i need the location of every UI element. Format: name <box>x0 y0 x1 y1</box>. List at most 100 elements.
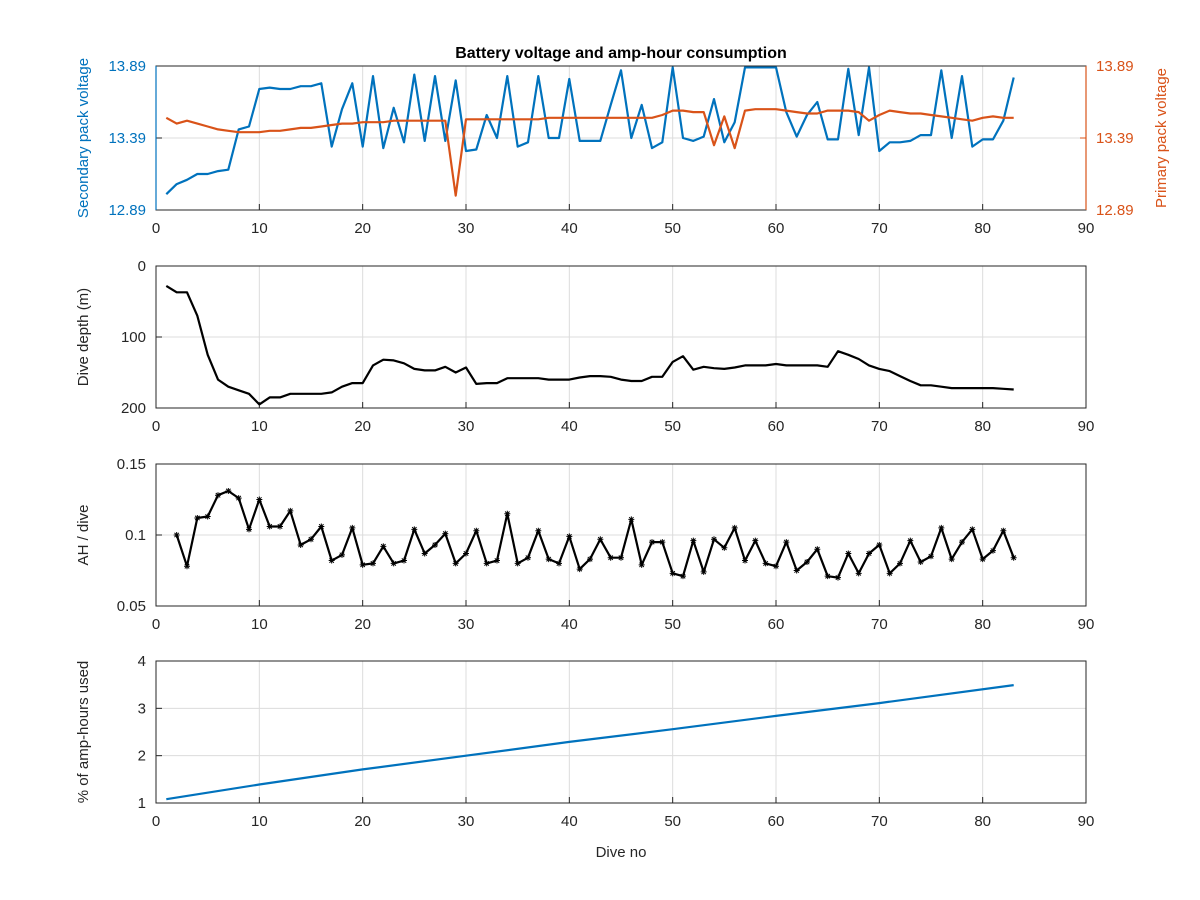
x-tick-label: 60 <box>768 418 785 435</box>
data-point-marker <box>917 558 924 565</box>
data-point-marker <box>587 556 593 563</box>
y-tick-label: 0 <box>138 258 146 275</box>
data-point-marker <box>545 556 552 563</box>
data-point-marker <box>266 523 273 530</box>
data-point-marker <box>804 558 810 565</box>
data-point-marker <box>990 547 996 554</box>
data-point-marker <box>494 557 500 564</box>
data-point-marker <box>463 550 469 557</box>
data-point-marker <box>204 513 211 520</box>
x-tick-label: 40 <box>561 220 578 237</box>
x-tick-label: 70 <box>871 418 888 435</box>
data-point-marker <box>370 560 376 567</box>
x-tick-label: 30 <box>458 616 475 633</box>
data-point-marker <box>535 527 542 534</box>
data-point-marker <box>194 514 201 521</box>
series-line-1 <box>165 66 1015 195</box>
data-point-marker <box>607 554 614 561</box>
x-tick-label: 20 <box>354 220 371 237</box>
data-point-marker <box>1010 554 1017 561</box>
data-point-marker <box>473 527 480 534</box>
subplot-1: 0 10 20 30 40 50 60 70 80 9012.8913.3913.8912.891… <box>75 58 1170 237</box>
data-point-marker <box>659 539 666 546</box>
data-point-marker <box>411 526 418 533</box>
subplot-3: 0 10 20 30 40 50 60 70 80 90 0.05 0.1 0.15 AH / dive <box>75 456 1094 633</box>
y-axis-label: % of amp-hours used <box>75 661 92 804</box>
y-right-tick-label: 13.89 <box>1096 58 1134 75</box>
data-point-marker <box>711 536 717 543</box>
y-axis-label: Dive depth (m) <box>75 288 92 386</box>
x-tick-label: 20 <box>354 616 371 633</box>
x-tick-label: 70 <box>871 813 888 830</box>
x-tick-label: 80 <box>974 418 991 435</box>
data-point-marker <box>783 539 790 546</box>
data-point-marker <box>928 553 934 560</box>
data-point-marker <box>215 492 221 499</box>
data-point-marker <box>680 573 686 580</box>
x-tick-label: 40 <box>561 418 578 435</box>
data-point-marker <box>897 560 903 567</box>
data-point-marker <box>845 550 852 557</box>
series-line-1 <box>165 284 1014 406</box>
data-point-marker <box>525 554 531 561</box>
y-tick-label: 4 <box>138 653 146 670</box>
x-tick-label: 50 <box>664 418 681 435</box>
x-tick-label: 80 <box>974 813 991 830</box>
x-tick-label: 70 <box>871 220 888 237</box>
data-point-marker <box>876 541 883 548</box>
data-point-marker <box>690 537 697 544</box>
data-point-marker <box>277 523 283 530</box>
data-point-marker <box>814 546 821 553</box>
x-tick-label: 10 <box>251 616 268 633</box>
data-point-marker <box>969 526 976 533</box>
data-point-marker <box>752 537 759 544</box>
y-right-tick-label: 13.39 <box>1096 130 1134 147</box>
x-tick-label: 90 <box>1078 220 1095 237</box>
subplot-2: 0 10 20 30 40 50 60 70 80 90 0 100 200 Dive depth (m) <box>75 258 1094 435</box>
x-tick-label: 40 <box>561 813 578 830</box>
data-point-marker <box>173 532 180 538</box>
data-point-marker <box>773 563 779 570</box>
series-line-1 <box>166 684 1014 801</box>
y-tick-label: 200 <box>121 400 146 417</box>
x-tick-label: 0 <box>152 418 160 435</box>
y-axis-label: AH / dive <box>75 505 92 566</box>
x-tick-label: 0 <box>152 616 160 633</box>
y-tick-label: 0.05 <box>117 598 146 615</box>
data-point-marker <box>308 536 314 543</box>
x-tick-label: 20 <box>354 418 371 435</box>
data-point-marker <box>297 541 304 548</box>
x-tick-label: 10 <box>251 220 268 237</box>
data-point-marker <box>225 487 232 494</box>
data-point-marker <box>938 524 945 531</box>
x-tick-label: 60 <box>768 220 785 237</box>
axes-box <box>155 463 1087 607</box>
data-point-marker <box>731 524 738 531</box>
data-point-marker <box>576 566 583 573</box>
data-point-marker <box>742 557 748 564</box>
data-point-marker <box>1000 527 1007 534</box>
y-tick-label: 3 <box>138 700 146 717</box>
axes-box <box>155 660 1087 804</box>
data-point-marker <box>184 563 190 570</box>
x-tick-label: 80 <box>974 220 991 237</box>
plot-area <box>155 660 1087 804</box>
x-tick-label: 60 <box>768 813 785 830</box>
x-tick-label: 50 <box>664 616 681 633</box>
x-tick-label: 70 <box>871 616 888 633</box>
y-tick-label: 13.89 <box>108 58 146 75</box>
data-point-marker <box>256 496 263 503</box>
x-axis-label: Dive no <box>596 844 647 861</box>
data-point-marker <box>328 557 335 564</box>
x-tick-label: 0 <box>152 813 160 830</box>
data-point-marker <box>566 533 573 540</box>
axes-box <box>155 265 1087 409</box>
subplot-4: 0 10 20 30 40 50 60 70 80 90 1 2 3 4 % of amp-hours us… <box>75 653 1094 861</box>
subplots: 0 10 20 30 40 50 60 70 80 9012.8913.3913.8912.891… <box>75 58 1170 861</box>
data-point-marker <box>948 556 955 563</box>
data-point-marker <box>824 573 831 580</box>
x-tick-label: 40 <box>561 616 578 633</box>
data-point-marker <box>452 560 459 567</box>
x-tick-label: 30 <box>458 813 475 830</box>
data-point-marker <box>483 560 490 567</box>
